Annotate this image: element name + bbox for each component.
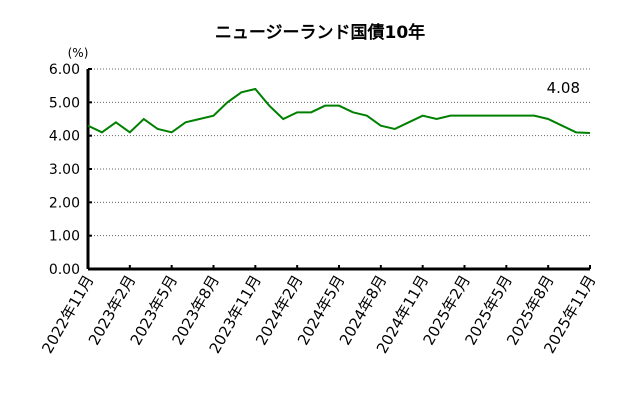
y-tick-label: 3.00 [49, 162, 80, 178]
y-tick-label: 4.00 [49, 129, 80, 145]
chart-title: ニュージーランド国債10年 [215, 22, 425, 43]
y-tick-label: 5.00 [49, 95, 80, 111]
y-axis-label: (%) [68, 46, 89, 60]
y-tick-label: 2.00 [49, 195, 80, 211]
x-tick-label: 2022年11月 [38, 272, 97, 357]
y-tick-label: 0.00 [49, 262, 80, 278]
y-tick-label: 1.00 [49, 229, 80, 245]
y-tick-label: 6.00 [49, 62, 80, 78]
line [87, 87, 591, 134]
data-label: 4.08 [547, 79, 580, 97]
